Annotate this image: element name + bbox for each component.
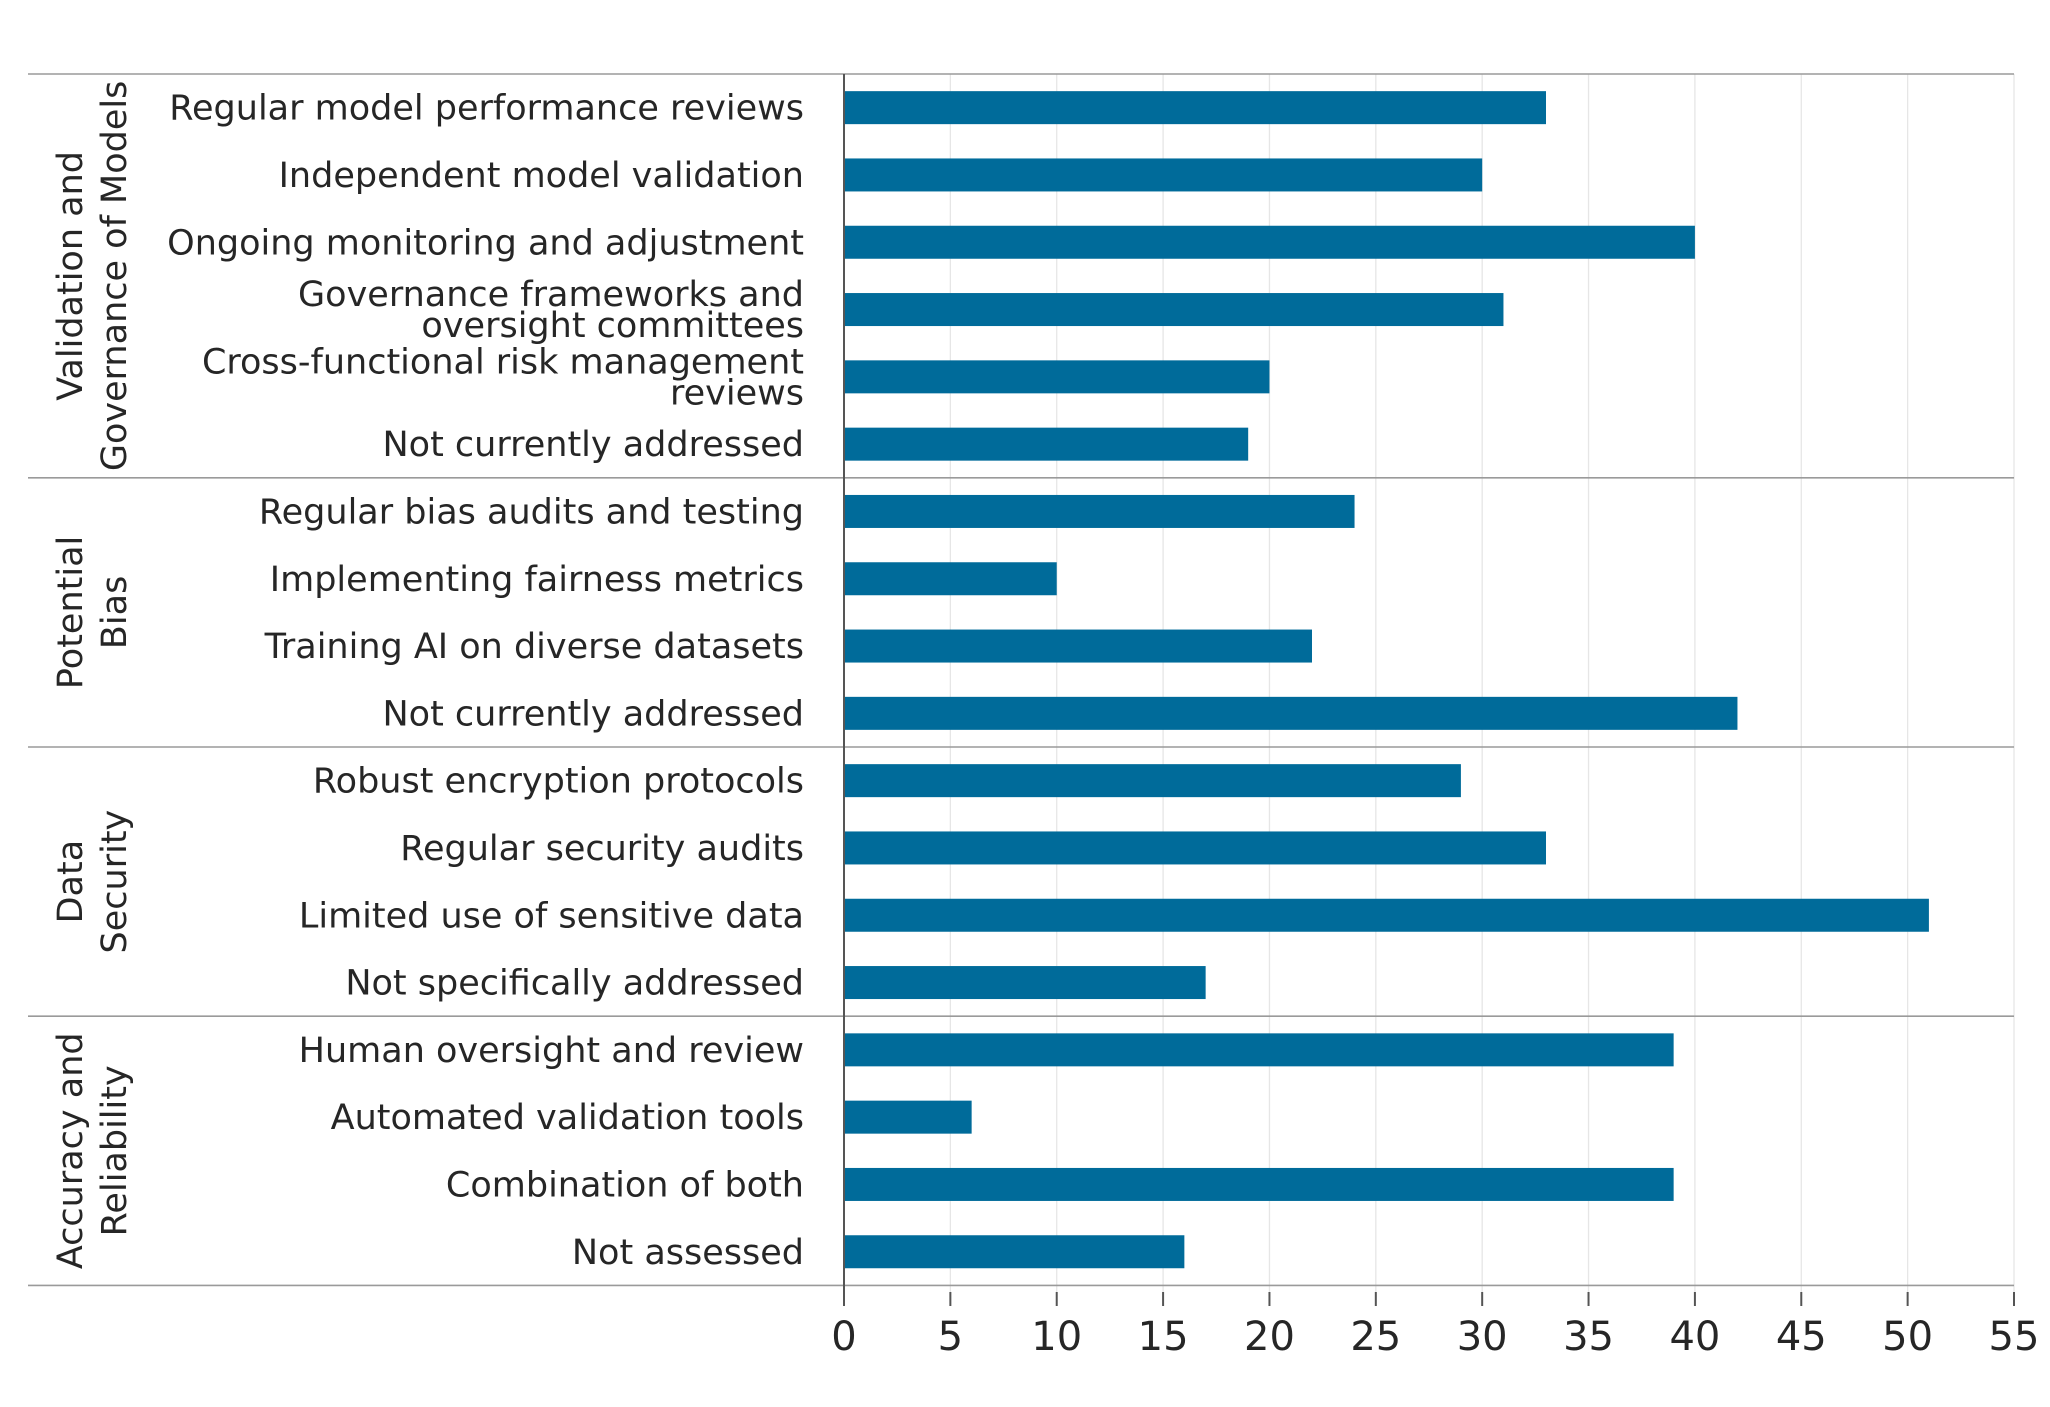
bar — [844, 360, 1270, 394]
x-tick-label: 5 — [938, 1314, 963, 1360]
category-label: Not specifically addressed — [345, 964, 804, 1004]
group-label-line: Potential — [51, 536, 91, 689]
bar — [844, 831, 1546, 865]
bar — [844, 1033, 1674, 1067]
x-axis: 0 5 10 15 20 25 30 35 40 45 50 55 — [831, 74, 2039, 1360]
x-tick-label: 20 — [1244, 1314, 1295, 1360]
group-label-line: Data — [51, 840, 91, 924]
group-label-line: Bias — [95, 576, 135, 649]
grid-lines — [949, 74, 2015, 1292]
category-label: Not currently addressed — [382, 425, 804, 465]
x-tick-label: 15 — [1138, 1314, 1189, 1360]
bar — [844, 1100, 972, 1134]
category-label: Automated validation tools — [331, 1098, 804, 1138]
bar — [844, 966, 1206, 1000]
category-label: Governance frameworks and oversight commi… — [298, 275, 804, 346]
group-label: Potential Bias — [51, 536, 135, 689]
category-label: Regular model performance reviews — [169, 89, 804, 129]
group-label-line: Governance of Models — [95, 81, 135, 471]
bars — [844, 91, 1929, 1269]
bar — [844, 1167, 1674, 1201]
group-label-line: Security — [95, 810, 135, 954]
x-tick-label: 25 — [1350, 1314, 1401, 1360]
bar — [844, 764, 1461, 798]
x-tick-label: 35 — [1563, 1314, 1614, 1360]
bar — [844, 898, 1929, 932]
category-label: Combination of both — [446, 1165, 804, 1205]
x-tick-label: 45 — [1776, 1314, 1827, 1360]
bar — [844, 696, 1738, 730]
group-label: Validation and Governance of Models — [51, 81, 135, 471]
group-label-line: Validation and — [51, 151, 91, 401]
category-label: Human oversight and review — [299, 1031, 804, 1071]
category-label: Training AI on diverse datasets — [264, 627, 804, 667]
x-tick-label: 50 — [1882, 1314, 1933, 1360]
x-tick-label: 40 — [1669, 1314, 1720, 1360]
x-tick-label: 30 — [1457, 1314, 1508, 1360]
group-label-line: Reliability — [95, 1065, 135, 1236]
group-separators — [28, 73, 2014, 1287]
bar — [844, 494, 1355, 528]
x-tick-label: 0 — [831, 1314, 856, 1360]
category-label: Regular bias audits and testing — [259, 492, 804, 532]
bar — [844, 1235, 1185, 1269]
category-label: Cross-functional risk management reviews — [202, 342, 804, 413]
group-label-line: Accuracy and — [51, 1032, 91, 1269]
group-labels: Validation and Governance of Models Potent… — [51, 81, 135, 1270]
bar — [844, 427, 1249, 461]
bar — [844, 562, 1057, 596]
bar — [844, 91, 1546, 125]
bar — [844, 158, 1483, 192]
category-label: Limited use of sensitive data — [299, 896, 804, 936]
bar — [844, 629, 1312, 663]
group-label: Accuracy and Reliability — [51, 1032, 135, 1269]
category-labels: Regular model performance reviews Indepen… — [167, 89, 804, 1273]
group-label: Data Security — [51, 810, 135, 954]
x-tick-label: 10 — [1031, 1314, 1082, 1360]
bar — [844, 293, 1504, 327]
category-label: Regular security audits — [400, 829, 804, 869]
bar — [844, 225, 1695, 259]
category-label: Robust encryption protocols — [313, 762, 804, 802]
x-tick-label: 55 — [1989, 1314, 2040, 1360]
category-label: Independent model validation — [279, 156, 804, 196]
category-label: Ongoing monitoring and adjustment — [167, 223, 804, 263]
category-label: Implementing fairness metrics — [270, 560, 804, 600]
category-label: Not currently addressed — [382, 694, 804, 734]
category-label: Not assessed — [572, 1233, 804, 1273]
